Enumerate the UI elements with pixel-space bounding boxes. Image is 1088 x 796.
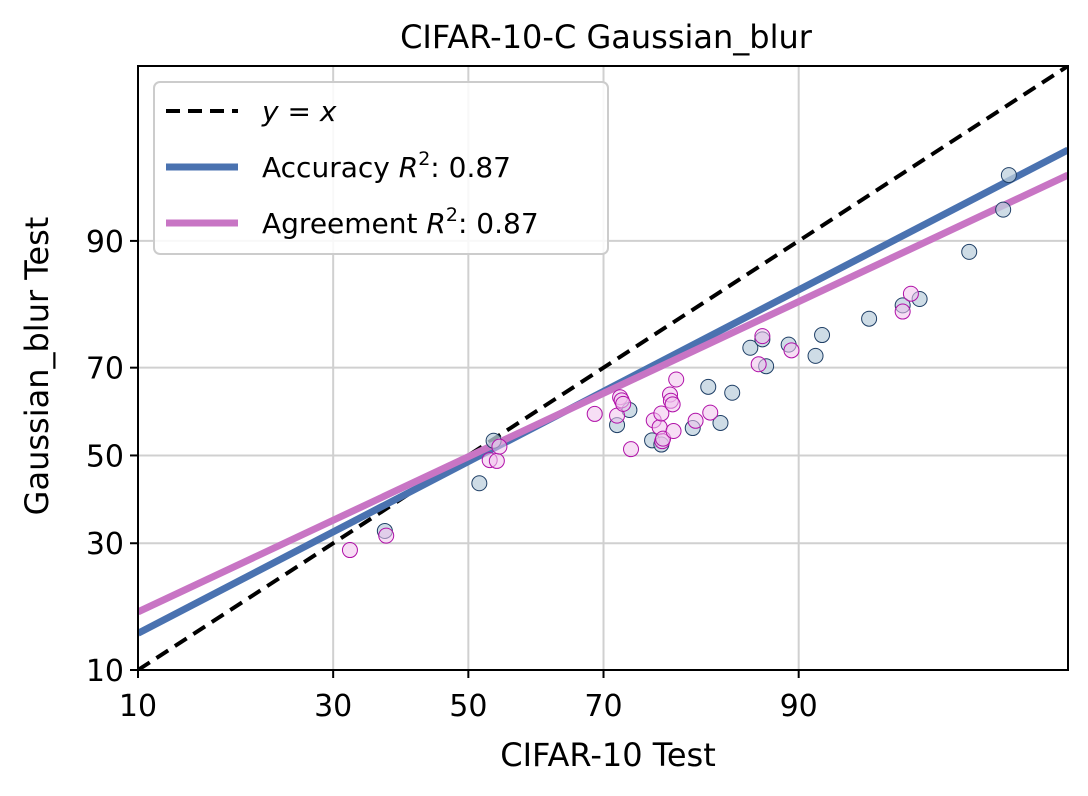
- scatter-point-agreement: [702, 404, 719, 421]
- scatter-point-agreement: [754, 328, 771, 345]
- scatter-point-accuracy: [1000, 167, 1017, 184]
- scatter-point-agreement: [378, 527, 395, 544]
- scatter-point-agreement: [488, 452, 505, 469]
- scatter-point-agreement: [668, 371, 685, 388]
- y-axis-title: Gaussian_blur Test: [18, 217, 56, 516]
- legend-label: Agreement R2: 0.87: [262, 204, 539, 240]
- axis-ticks: 10 30 50 70 90 10 30 50 70 90: [86, 225, 818, 724]
- x-axis-title: CIFAR-10 Test: [500, 736, 716, 774]
- y-tick-label: 50: [86, 439, 124, 474]
- scatter-point-agreement: [750, 356, 767, 373]
- scatter-point-accuracy: [700, 378, 717, 395]
- scatter-point-accuracy: [807, 347, 824, 364]
- y-tick-label: 30: [86, 527, 124, 562]
- y-tick-label: 90: [86, 225, 124, 260]
- scatter-point-accuracy: [471, 475, 488, 492]
- scatter-point-agreement: [623, 441, 640, 458]
- scatter-point-agreement: [586, 405, 603, 422]
- scatter-point-agreement: [902, 285, 919, 302]
- scatter-point-accuracy: [861, 310, 878, 327]
- scatter-point-agreement: [653, 405, 670, 422]
- x-tick-label: 90: [780, 689, 818, 724]
- scatter-point-agreement: [341, 542, 358, 559]
- scatter-point-agreement: [491, 438, 508, 455]
- fit-line-agreement: [138, 171, 1068, 616]
- scatter-point-accuracy: [961, 243, 978, 260]
- scatter-point-agreement: [894, 303, 911, 320]
- scatter-point-accuracy: [742, 339, 759, 356]
- legend-label: y = x: [261, 95, 337, 128]
- x-tick-label: 70: [584, 689, 622, 724]
- y-tick-label: 70: [86, 352, 124, 387]
- scatter-point-agreement: [664, 396, 681, 413]
- scatter-point-agreement: [687, 412, 704, 429]
- y-tick-label: 10: [86, 654, 124, 689]
- chart-title: CIFAR-10-C Gaussian_blur: [400, 18, 813, 56]
- scatter-point-accuracy: [712, 414, 729, 431]
- scatter-point-agreement: [665, 423, 682, 440]
- plot-area: [138, 66, 1068, 670]
- scatter-point-agreement: [615, 395, 632, 412]
- x-tick-label: 10: [119, 689, 157, 724]
- x-tick-label: 30: [314, 689, 352, 724]
- scatter-point-accuracy: [724, 384, 741, 401]
- legend: y = x Accuracy R2: 0.87 Agreement R2: 0.87: [153, 81, 609, 255]
- scatter-point-accuracy: [814, 327, 831, 344]
- scatter-point-accuracy: [995, 201, 1012, 218]
- legend-box: [153, 81, 609, 255]
- scatter-point-agreement: [783, 342, 800, 359]
- legend-label: Accuracy R2: 0.87: [262, 148, 511, 184]
- identity-line: [138, 66, 1068, 670]
- x-tick-label: 50: [449, 689, 487, 724]
